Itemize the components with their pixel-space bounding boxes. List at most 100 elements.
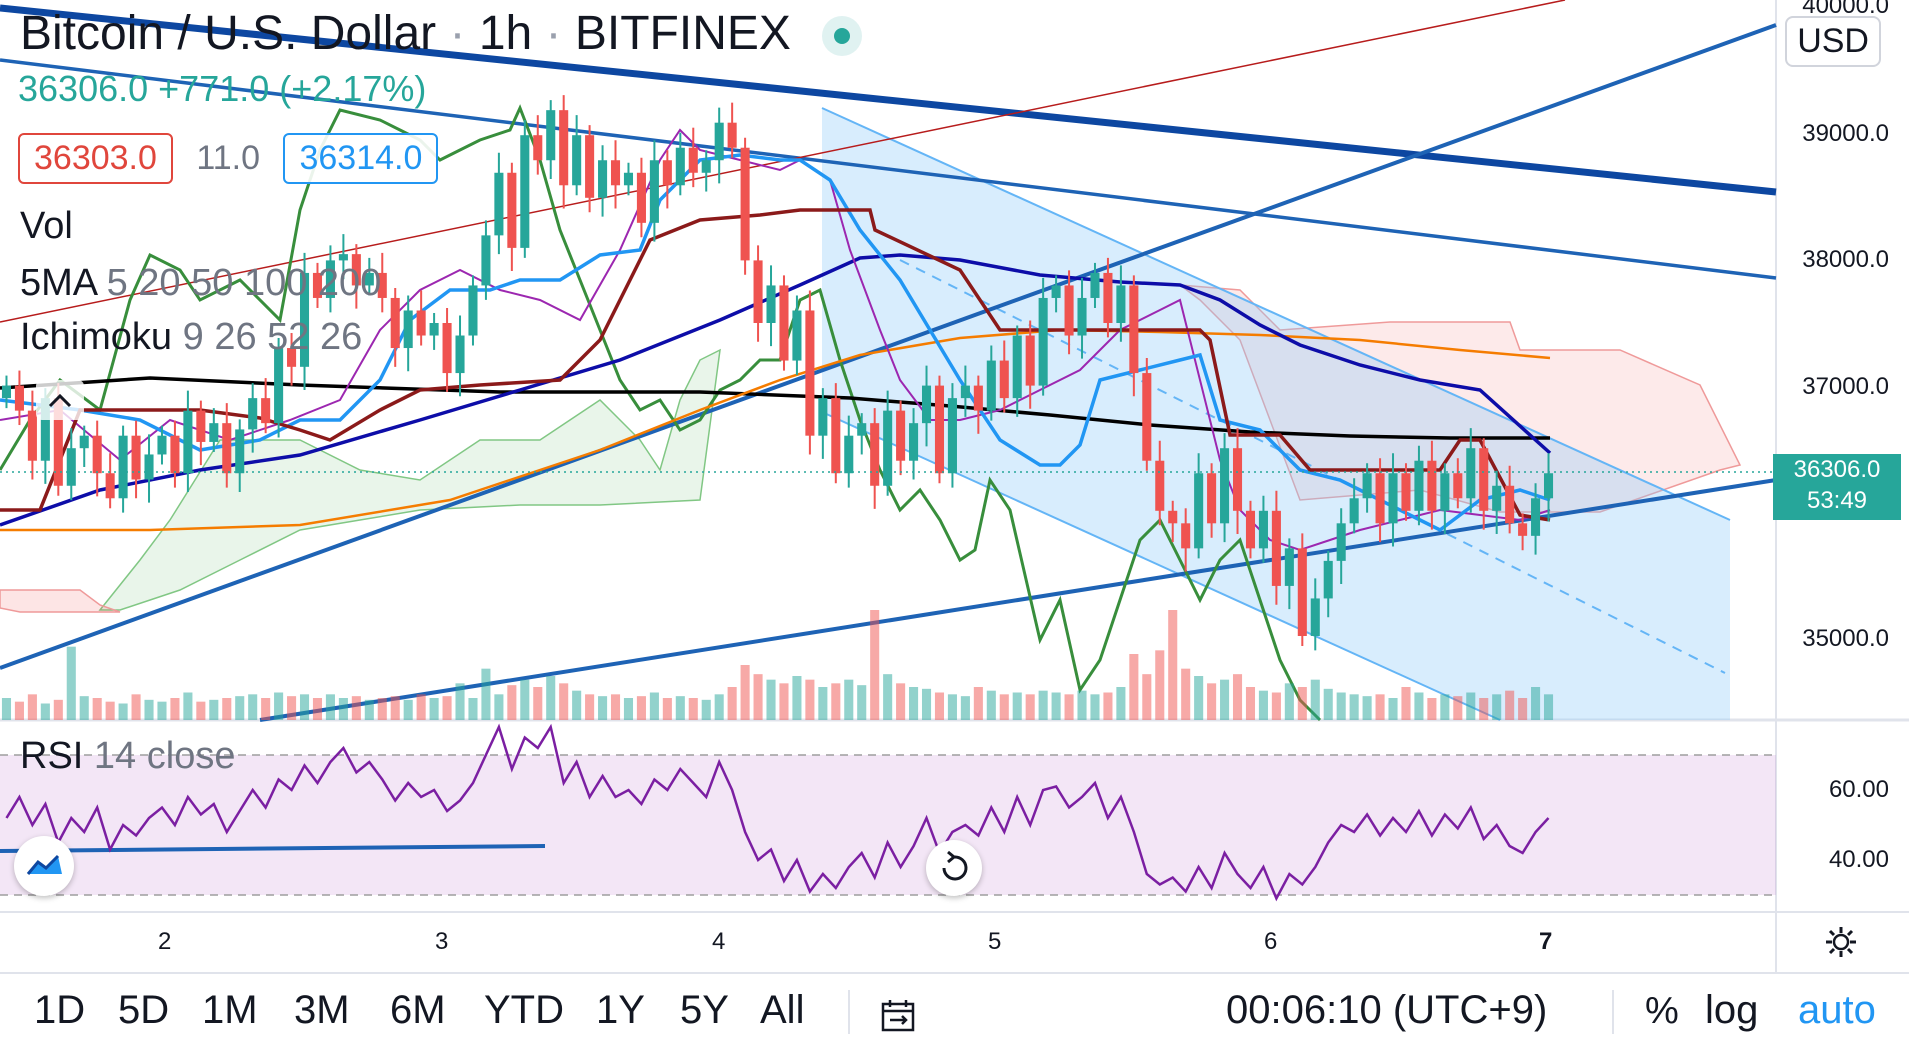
candle-body xyxy=(986,360,996,411)
candle-body xyxy=(896,410,906,461)
ma-params: 5 20 50 100 200 xyxy=(106,262,382,304)
volume-bar xyxy=(714,694,724,720)
candle-body xyxy=(53,398,63,486)
volume-bar xyxy=(727,687,737,720)
volume-bar xyxy=(27,694,37,720)
candle-body xyxy=(131,435,141,480)
auto-scale-button[interactable]: auto xyxy=(1798,988,1876,1032)
candle-body xyxy=(1543,473,1554,499)
uptrend-line xyxy=(0,23,1777,670)
candle-body xyxy=(623,172,634,186)
candle-body xyxy=(805,310,815,436)
price-change-pct: (+2.17%) xyxy=(279,68,427,109)
rsi-tick: 60.00 xyxy=(1828,776,1889,803)
candle-body xyxy=(390,297,400,349)
exchange-label: BITFINEX xyxy=(574,7,791,60)
rsi-indicator-label[interactable]: RSI 14 close xyxy=(20,735,235,778)
candle-body xyxy=(585,135,595,198)
volume-bar xyxy=(1531,687,1541,720)
volume-bar xyxy=(986,690,996,720)
candle-body xyxy=(248,398,258,430)
range-5y-button[interactable]: 5Y xyxy=(680,988,729,1032)
candle-body xyxy=(274,348,284,424)
range-5d-button[interactable]: 5D xyxy=(118,988,170,1032)
buy-price-button[interactable]: 36314.0 xyxy=(283,133,439,184)
candle-body xyxy=(1323,560,1333,599)
volume-bar xyxy=(1310,679,1320,720)
candlesticks xyxy=(1,95,1554,651)
candle-body xyxy=(222,423,232,474)
volume-bar xyxy=(1051,692,1061,720)
log-scale-button[interactable]: log xyxy=(1705,988,1759,1032)
range-1d-button[interactable]: 1D xyxy=(34,988,86,1032)
volume-bar xyxy=(481,668,491,720)
symbol-title[interactable]: Bitcoin / U.S. Dollar · 1h · BITFINEX xyxy=(20,6,863,61)
candle-body xyxy=(766,285,776,323)
volume-bar xyxy=(896,683,906,720)
volume-bar xyxy=(857,685,867,720)
candle-body xyxy=(857,423,867,436)
volume-bar xyxy=(299,694,310,720)
range-1y-button[interactable]: 1Y xyxy=(596,988,645,1032)
volume-bar xyxy=(792,676,802,720)
clock-timezone[interactable]: 00:06:10 (UTC+9) xyxy=(1226,988,1548,1032)
volume-bar xyxy=(507,685,517,720)
candle-body xyxy=(170,435,180,474)
volume-bar xyxy=(1168,610,1178,720)
candle-body xyxy=(779,285,789,361)
range-6m-button[interactable]: 6M xyxy=(390,988,446,1032)
range-ytd-button[interactable]: YTD xyxy=(484,988,564,1032)
candle-body xyxy=(1440,473,1450,511)
range-all-button[interactable]: All xyxy=(760,988,805,1032)
volume-bar xyxy=(1258,690,1268,720)
range-3m-button[interactable]: 3M xyxy=(294,988,350,1032)
candle-body xyxy=(1207,473,1217,524)
volume-bar xyxy=(416,694,426,720)
volume-bar xyxy=(1336,692,1346,720)
volume-bar xyxy=(1362,696,1372,720)
volume-bar xyxy=(1414,692,1424,720)
candle-body xyxy=(377,272,387,298)
candle-body xyxy=(338,254,348,261)
volume-bar xyxy=(248,694,258,720)
volume-bar xyxy=(377,698,387,720)
calendar-icon[interactable] xyxy=(880,998,920,1039)
range-1m-button[interactable]: 1M xyxy=(202,988,258,1032)
gear-icon[interactable] xyxy=(1823,924,1859,965)
reset-chart-icon[interactable] xyxy=(926,840,982,896)
bottom-toolbar: 1D 5D 1M 3M 6M YTD 1Y 5Y All 00:06:10 (U… xyxy=(0,972,1909,1050)
volume-bar xyxy=(1543,694,1554,720)
currency-selector[interactable]: USD xyxy=(1785,16,1881,67)
sell-price-button[interactable]: 36303.0 xyxy=(18,133,173,184)
candle-body xyxy=(1271,510,1281,586)
volume-bar xyxy=(494,694,504,720)
volume-bar xyxy=(636,696,646,720)
tradingview-logo-icon[interactable] xyxy=(14,836,74,896)
percent-scale-button[interactable]: % xyxy=(1645,990,1679,1032)
candle-body xyxy=(351,254,361,286)
candle-body xyxy=(973,385,983,411)
ichimoku-tenkan xyxy=(0,153,1551,533)
volume-bar xyxy=(753,674,763,720)
volume-bar xyxy=(222,698,232,720)
ichimoku-indicator-label[interactable]: Ichimoku 9 26 52 26 xyxy=(20,316,362,359)
candle-body xyxy=(1362,473,1372,499)
candle-body xyxy=(792,310,802,361)
volume-indicator-label[interactable]: Vol xyxy=(20,205,73,248)
volume-bar xyxy=(1349,694,1359,720)
volume-bar xyxy=(1064,694,1074,720)
title-separator-2: · xyxy=(545,7,562,60)
volume-bar xyxy=(1323,688,1333,720)
volume-bar xyxy=(1012,692,1022,720)
candle-body xyxy=(1051,285,1061,298)
candle-body xyxy=(1232,448,1243,511)
volume-bar xyxy=(610,694,621,720)
collapse-legend-icon[interactable] xyxy=(36,380,84,420)
volume-bar xyxy=(740,665,750,720)
ma-indicator-label[interactable]: 5MA 5 20 50 100 200 xyxy=(20,262,381,305)
price-change: +771.0 xyxy=(158,68,270,109)
chart-canvas[interactable] xyxy=(0,0,1909,972)
time-tick: 3 xyxy=(435,928,449,955)
candle-body xyxy=(1077,297,1087,336)
title-separator: · xyxy=(449,7,466,60)
